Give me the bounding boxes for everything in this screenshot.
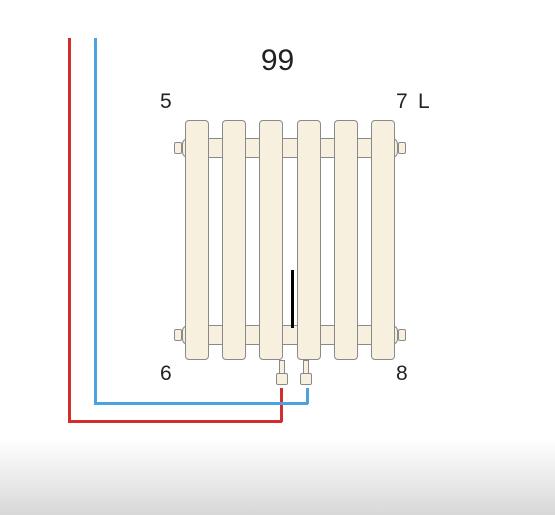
radiator-plug — [174, 142, 182, 154]
label-side: L — [418, 90, 430, 114]
radiator-plug — [398, 329, 406, 341]
return-pipe-segment — [306, 388, 309, 404]
valve-left — [276, 360, 288, 388]
valve-right — [300, 360, 312, 388]
diagram-number: 99 — [0, 44, 555, 78]
label-top-left: 5 — [160, 90, 172, 114]
label-bottom-left: 6 — [160, 362, 172, 386]
supply-pipe-segment — [68, 38, 71, 422]
radiator-footer — [182, 325, 398, 345]
radiator-plug — [174, 329, 182, 341]
radiator-column — [297, 120, 321, 360]
radiator-header — [182, 138, 398, 158]
label-top-right: 7 — [396, 90, 408, 114]
return-pipe-segment — [94, 402, 308, 405]
radiator-column — [185, 120, 209, 360]
radiator-probe — [291, 270, 294, 328]
diagram-stage: 99 5 7 L 6 8 — [0, 0, 555, 515]
radiator-column — [371, 120, 395, 360]
supply-pipe-segment — [280, 388, 283, 422]
label-bottom-right: 8 — [396, 362, 408, 386]
supply-pipe-segment — [68, 420, 282, 423]
radiator — [180, 120, 400, 360]
radiator-plug — [398, 142, 406, 154]
radiator-column — [334, 120, 358, 360]
return-pipe-segment — [94, 38, 97, 404]
radiator-column — [259, 120, 283, 360]
radiator-column — [222, 120, 246, 360]
